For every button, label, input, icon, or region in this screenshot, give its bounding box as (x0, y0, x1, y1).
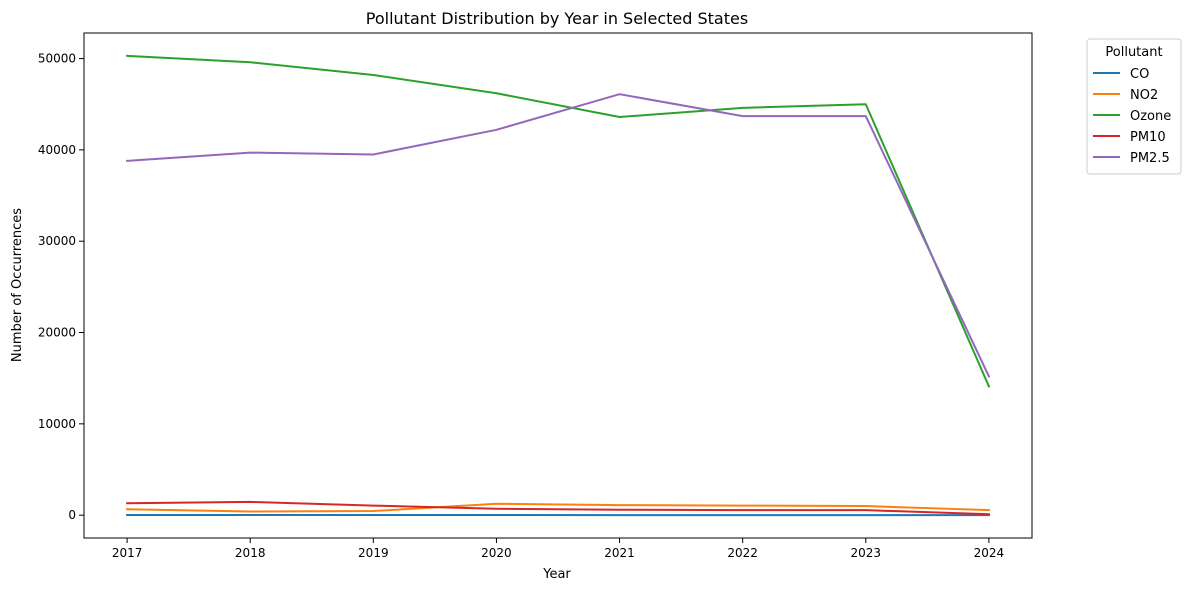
x-tick-label: 2023 (851, 546, 882, 560)
chart-title: Pollutant Distribution by Year in Select… (366, 9, 748, 28)
y-tick-label: 10000 (38, 417, 76, 431)
series-line-no2 (126, 502, 990, 513)
x-tick-label: 2020 (481, 546, 512, 560)
legend-label: Ozone (1130, 109, 1171, 124)
x-tick-label: 2021 (604, 546, 635, 560)
y-tick-label: 0 (68, 508, 76, 522)
x-tick-label: 2019 (358, 546, 389, 560)
y-tick-label: 20000 (38, 326, 76, 340)
legend-label: NO2 (1130, 88, 1158, 103)
x-tick-label: 2022 (727, 546, 758, 560)
legend-title: Pollutant (1105, 45, 1162, 60)
y-tick-label: 40000 (38, 143, 76, 157)
series-line-pm2-5 (126, 93, 991, 378)
series-line-ozone (126, 54, 991, 388)
legend: Pollutant CO NO2 Ozone PM10 PM2.5 (1086, 38, 1182, 175)
plot-area: 2017 2018 2019 2020 2021 2022 2023 2024 0 10000 20… (38, 32, 1033, 560)
x-axis-label: Year (542, 567, 571, 582)
legend-label: PM2.5 (1130, 151, 1170, 166)
legend-label: PM10 (1130, 130, 1166, 145)
legend-label: CO (1130, 67, 1149, 82)
y-tick-label: 30000 (38, 234, 76, 248)
series-line-pm10 (126, 500, 990, 516)
x-tick-label: 2017 (112, 546, 143, 560)
y-tick-label: 50000 (38, 52, 76, 66)
y-axis-label: Number of Occurrences (10, 208, 25, 362)
x-tick-label: 2024 (974, 546, 1005, 560)
plot-frame (83, 32, 1033, 539)
x-tick-label: 2018 (235, 546, 266, 560)
